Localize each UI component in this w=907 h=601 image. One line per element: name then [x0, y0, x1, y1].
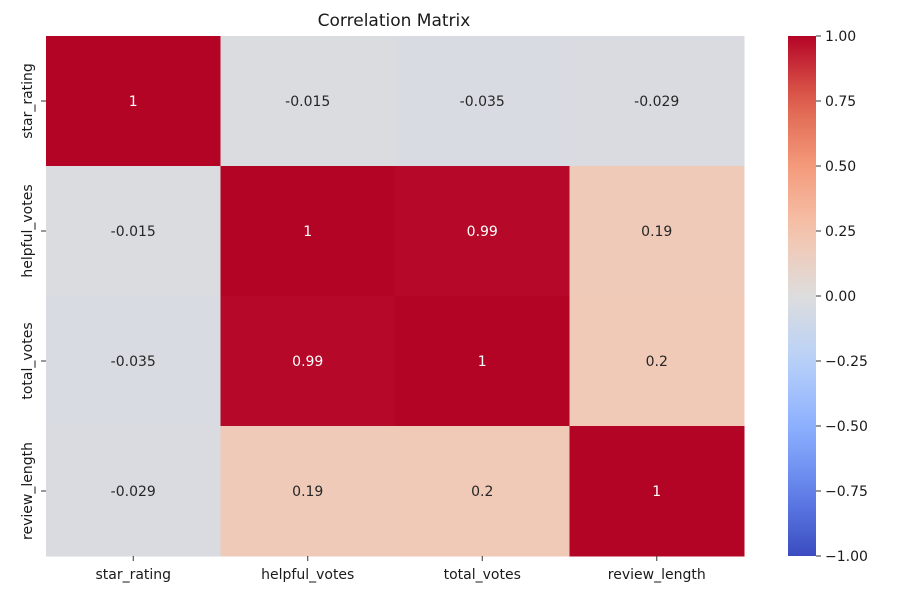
colorbar-tick-label: −0.50: [825, 419, 868, 435]
x-tick-label: star_rating: [95, 567, 171, 583]
heatmap-cell: [220, 166, 396, 297]
cell-annotation: 1: [303, 224, 312, 240]
colorbar-tick-label: 0.00: [825, 289, 856, 305]
heatmap-cell: [395, 296, 570, 427]
colorbar-tick-label: −0.75: [825, 484, 868, 500]
colorbar-tick-label: 0.25: [825, 224, 856, 240]
cell-annotation: -0.035: [460, 94, 505, 110]
heatmap-cell: [220, 426, 396, 557]
cell-annotation: 0.2: [471, 484, 493, 500]
heatmap-cell: [46, 296, 221, 427]
heatmap-cell: [395, 426, 570, 557]
heatmap-annotations: 1 -0.015 -0.035 -0.029 -0.015 1 0.99 0.19 -0.035…: [111, 94, 680, 500]
colorbar-tick-label: 0.75: [825, 94, 856, 110]
heatmap-cell: [569, 296, 745, 427]
colorbar-tick-label: 0.50: [825, 159, 856, 175]
y-tick-label: star_rating: [20, 63, 36, 139]
heatmap-cell: [569, 36, 745, 167]
x-tick-label: helpful_votes: [261, 567, 354, 583]
x-tick-label: total_votes: [444, 567, 521, 583]
x-axis-ticks: star_rating helpful_votes total_votes revie…: [95, 556, 706, 583]
cell-annotation: 0.19: [292, 484, 323, 500]
colorbar-ticks: 1.00 0.75 0.50 0.25 0.00 −0.25 −0.50 −0.75 −1.00: [816, 29, 868, 565]
heatmap-cell: [395, 166, 570, 297]
heatmap-cell: [46, 36, 221, 167]
chart-title: Correlation Matrix: [318, 11, 471, 31]
heatmap-cell: [569, 166, 745, 297]
cell-annotation: 1: [652, 484, 661, 500]
y-axis-ticks: star_rating helpful_votes total_votesrevie…: [20, 63, 46, 540]
heatmap-cell: [220, 36, 396, 167]
cell-annotation: -0.035: [111, 354, 156, 370]
cell-annotation: -0.029: [111, 484, 156, 500]
cell-annotation: 0.99: [467, 224, 498, 240]
cell-annotation: -0.015: [285, 94, 330, 110]
heatmap-cell: [569, 426, 745, 557]
heatmap-cell: [395, 36, 570, 167]
heatmap-cells: [46, 36, 745, 557]
colorbar: [788, 36, 816, 556]
y-tick-label: total_votes: [20, 322, 36, 399]
cell-annotation: 0.2: [646, 354, 668, 370]
colorbar-tick-label: −1.00: [825, 549, 868, 565]
colorbar-tick-label: 1.00: [825, 29, 856, 45]
heatmap-cell: [46, 426, 221, 557]
y-tick-label: helpful_votes: [20, 184, 36, 277]
y-tick-label: review_length: [20, 442, 36, 540]
cell-annotation: 1: [129, 94, 138, 110]
cell-annotation: 1: [478, 354, 487, 370]
heatmap-cell: [220, 296, 396, 427]
heatmap-cell: [46, 166, 221, 297]
x-tick-label: review_length: [608, 567, 706, 583]
cell-annotation: -0.015: [111, 224, 156, 240]
cell-annotation: 0.99: [292, 354, 323, 370]
colorbar-tick-label: −0.25: [825, 354, 868, 370]
cell-annotation: -0.029: [634, 94, 679, 110]
cell-annotation: 0.19: [641, 224, 672, 240]
